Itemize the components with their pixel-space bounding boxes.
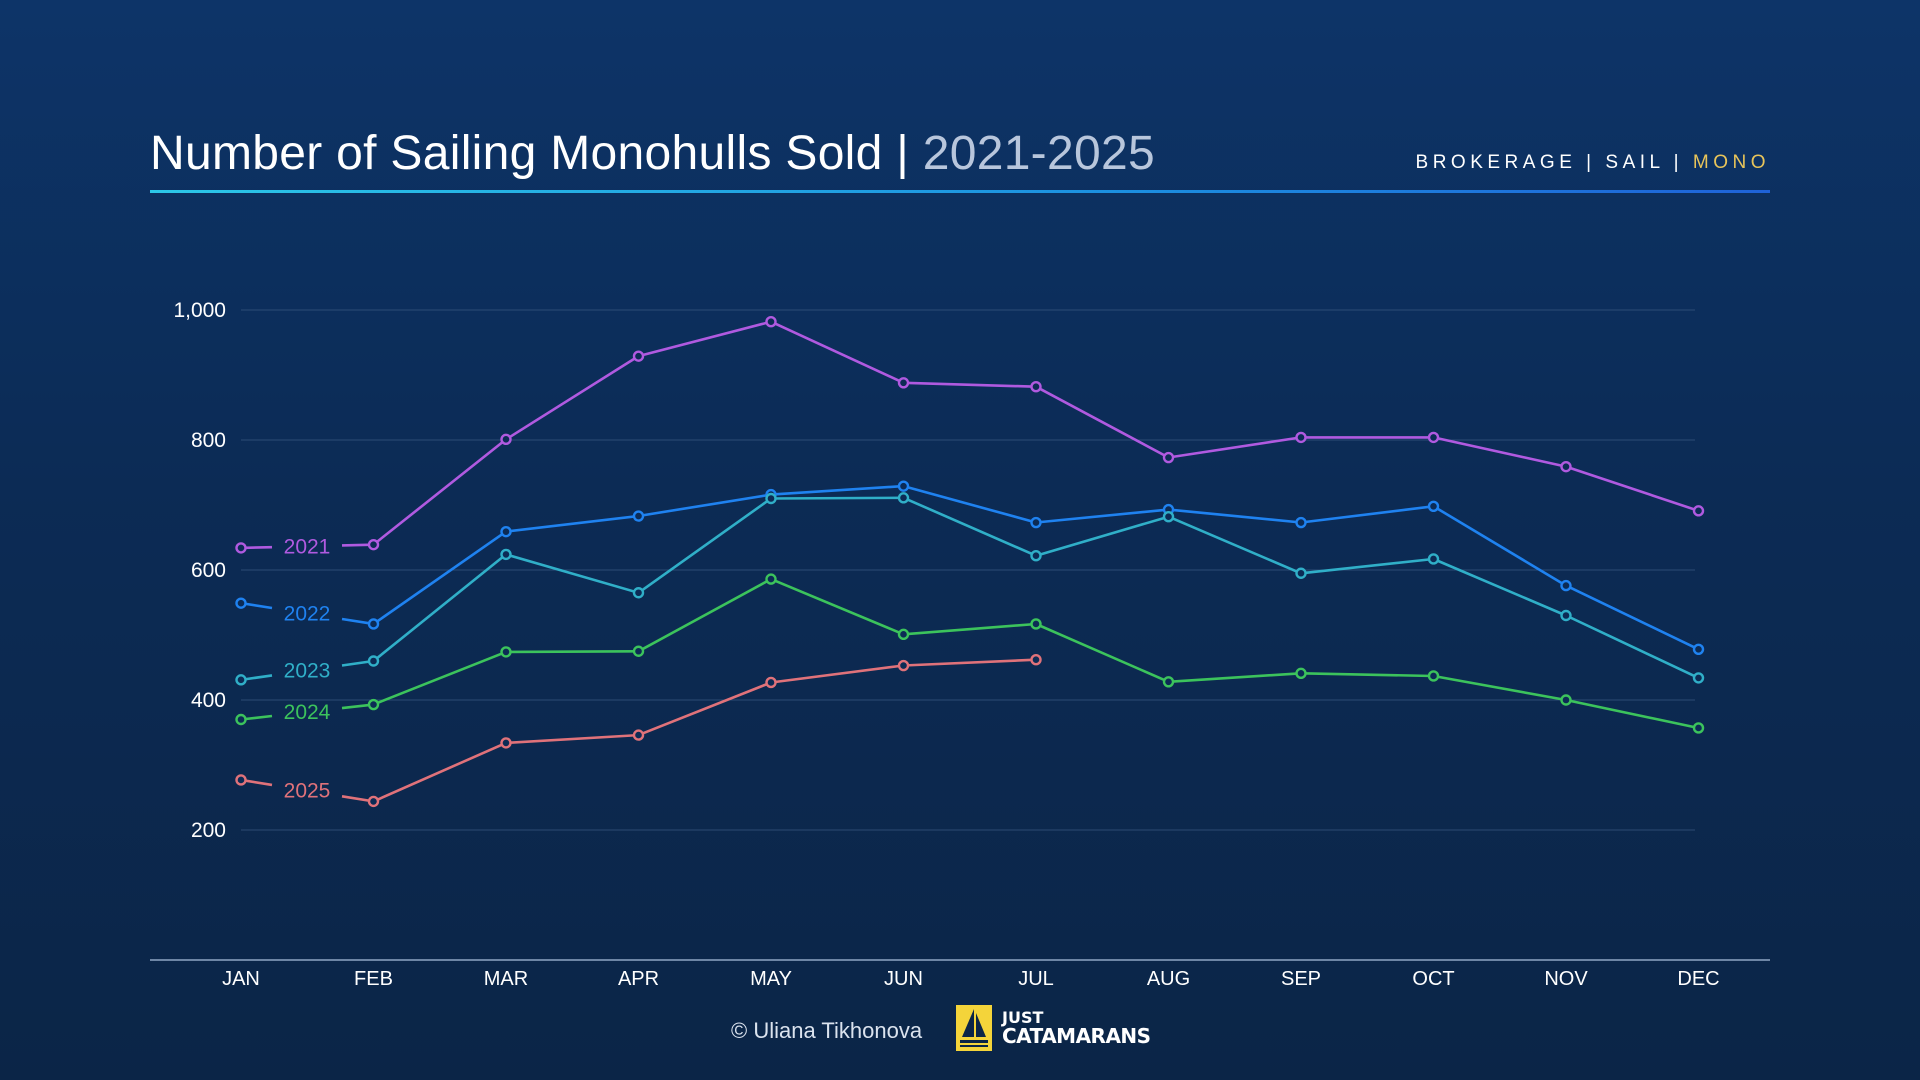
x-tick-label: SEP (1281, 968, 1321, 990)
series-line-2025 (372, 658, 1037, 803)
data-point-2025 (765, 676, 777, 689)
data-point-2024 (1692, 722, 1705, 734)
title-main: Number of Sailing Monohulls Sold (150, 127, 883, 180)
title-divider (150, 190, 1770, 193)
title-years: 2021-2025 (922, 127, 1155, 180)
data-point-2024 (765, 573, 777, 585)
data-point-2022 (235, 597, 247, 609)
logo-line2: CATAMARANS (1002, 1024, 1151, 1048)
x-tick-label: JUL (1018, 968, 1054, 990)
line-chart: 200 400 600 800 1,000 JAN FEB MAR APR MAY JUN JUL AU… (150, 299, 1770, 990)
data-point-2021 (500, 433, 512, 446)
data-point-2025 (235, 774, 247, 786)
data-point-2021 (1295, 431, 1307, 444)
data-point-2022 (500, 525, 512, 538)
data-point-2021 (765, 316, 777, 328)
data-point-2025 (500, 737, 512, 749)
series-line-2024 (373, 577, 1699, 730)
tag-sail: SAIL (1605, 152, 1664, 173)
series-line-2021 (372, 320, 1699, 546)
data-point-2024 (1295, 667, 1307, 680)
tag-separator: | (1663, 152, 1693, 173)
series-label-2021: 2021 (284, 535, 331, 558)
data-point-2022 (1295, 516, 1307, 529)
x-tick-label: FEB (354, 968, 393, 990)
data-point-2023 (1560, 609, 1572, 622)
data-point-2024 (1427, 670, 1440, 682)
data-point-2025 (1030, 654, 1042, 666)
y-tick-label: 200 (191, 819, 226, 842)
data-point-2021 (367, 538, 380, 551)
brand-logo: JUST CATAMARANS (1002, 1008, 1151, 1048)
data-point-2024 (1030, 618, 1042, 630)
page-title: Number of Sailing Monohulls Sold | 2021-… (150, 126, 1155, 181)
data-point-2024 (897, 628, 910, 641)
x-tick-label: APR (618, 968, 659, 990)
data-point-2024 (235, 713, 247, 726)
data-point-2023 (632, 587, 645, 599)
data-point-2022 (367, 618, 380, 630)
x-tick-label: NOV (1544, 968, 1588, 990)
data-point-2024 (1560, 694, 1572, 706)
y-tick-label: 400 (191, 689, 226, 712)
x-tick-label: JUN (884, 968, 923, 990)
data-point-2021 (235, 542, 247, 554)
data-point-2025 (367, 795, 380, 808)
tag-mono: MONO (1692, 152, 1770, 173)
data-point-2021 (632, 350, 645, 362)
footer: © Uliana Tikhonova JUST CATAMARANS (0, 1005, 1920, 1065)
x-tick-label: MAR (484, 968, 528, 990)
tag-separator: | (1576, 152, 1606, 173)
y-tick-label: 800 (191, 429, 226, 452)
series-label-2024: 2024 (284, 701, 331, 724)
series-label-2023: 2023 (284, 659, 331, 682)
data-point-2022 (1427, 500, 1440, 512)
data-point-2021 (1560, 460, 1572, 473)
title-separator: | (882, 127, 923, 180)
data-point-2023 (1295, 567, 1307, 579)
data-point-2023 (765, 492, 777, 505)
data-point-2023 (1162, 511, 1175, 523)
data-point-2021 (1692, 505, 1705, 517)
data-point-2023 (235, 674, 247, 686)
x-tick-label: JAN (222, 968, 260, 990)
data-point-2023 (1692, 672, 1705, 684)
data-point-2023 (1427, 553, 1440, 565)
category-tags: BROKERAGE | SAIL | MONO (1416, 152, 1770, 174)
header: Number of Sailing Monohulls Sold | 2021-… (150, 126, 1770, 188)
x-tick-label: AUG (1147, 968, 1190, 990)
data-point-2021 (1427, 431, 1440, 444)
data-point-2024 (1162, 676, 1175, 688)
data-point-2021 (897, 377, 910, 389)
data-point-2024 (632, 645, 645, 657)
data-point-2024 (367, 698, 380, 711)
tag-brokerage: BROKERAGE (1415, 152, 1577, 173)
data-point-2022 (897, 480, 910, 492)
data-point-2021 (1030, 381, 1042, 393)
logo-line1: JUST (1002, 1008, 1044, 1027)
data-point-2023 (367, 655, 380, 667)
data-point-2025 (897, 659, 910, 672)
data-point-2022 (1030, 516, 1042, 529)
data-point-2022 (1692, 643, 1705, 655)
series-label-2022: 2022 (284, 603, 331, 626)
data-point-2023 (500, 548, 512, 561)
data-point-2022 (632, 510, 645, 522)
x-tick-label: DEC (1677, 968, 1719, 990)
data-point-2023 (1030, 550, 1042, 562)
y-tick-label: 600 (191, 559, 226, 582)
data-point-2022 (1560, 579, 1572, 592)
data-point-2021 (1162, 451, 1175, 464)
y-tick-label: 1,000 (173, 299, 226, 322)
sailboat-logo-icon (956, 1005, 992, 1051)
data-point-2025 (632, 729, 645, 741)
data-point-2024 (500, 646, 512, 658)
x-tick-label: MAY (750, 968, 792, 990)
series-label-2025: 2025 (284, 780, 331, 803)
credit-text: © Uliana Tikhonova (731, 1018, 923, 1043)
data-point-2023 (897, 492, 910, 504)
x-tick-label: OCT (1412, 968, 1454, 990)
